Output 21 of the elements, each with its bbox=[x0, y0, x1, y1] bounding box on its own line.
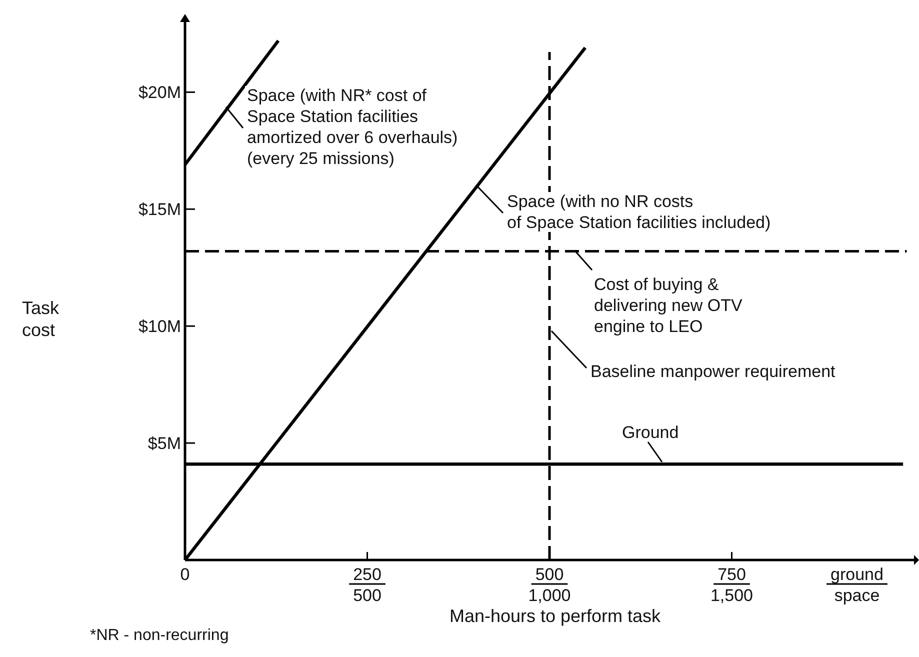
legend-label: Space (with no NR costs of Space Station facilities included) bbox=[507, 192, 771, 232]
text: ground bbox=[830, 565, 884, 584]
legend-label: Space (with NR* cost of Space Station facilities amortized over 6 overhauls) (every 25 missions) bbox=[247, 86, 458, 168]
text: *NR - non-recurring bbox=[90, 627, 229, 644]
y-tick-label: $10M bbox=[138, 317, 181, 336]
x-tick-label: 250 bbox=[353, 565, 382, 584]
x-axis-title: Man-hours to perform task bbox=[449, 606, 662, 626]
y-tick-label: $20M bbox=[138, 83, 181, 102]
text: space bbox=[834, 586, 880, 605]
x-tick-label: 500 bbox=[535, 565, 564, 584]
x-tick-label: 0 bbox=[180, 565, 190, 584]
y-tick-label: $15M bbox=[138, 200, 181, 220]
series-label: Cost of buying & delivering new OTV engine to LEO bbox=[594, 275, 744, 336]
ref-line-label: Baseline manpower requirement bbox=[590, 362, 836, 381]
x2-tick-label: 1,000 bbox=[528, 586, 571, 605]
x-tick-label: 750 bbox=[718, 565, 746, 584]
x2-tick-label: 1,500 bbox=[710, 586, 754, 605]
y-axis-title: Task cost bbox=[22, 298, 60, 340]
x2-tick-label: 500 bbox=[353, 586, 382, 605]
series-label: Ground bbox=[622, 423, 679, 442]
y-tick-label: $5M bbox=[148, 434, 181, 453]
